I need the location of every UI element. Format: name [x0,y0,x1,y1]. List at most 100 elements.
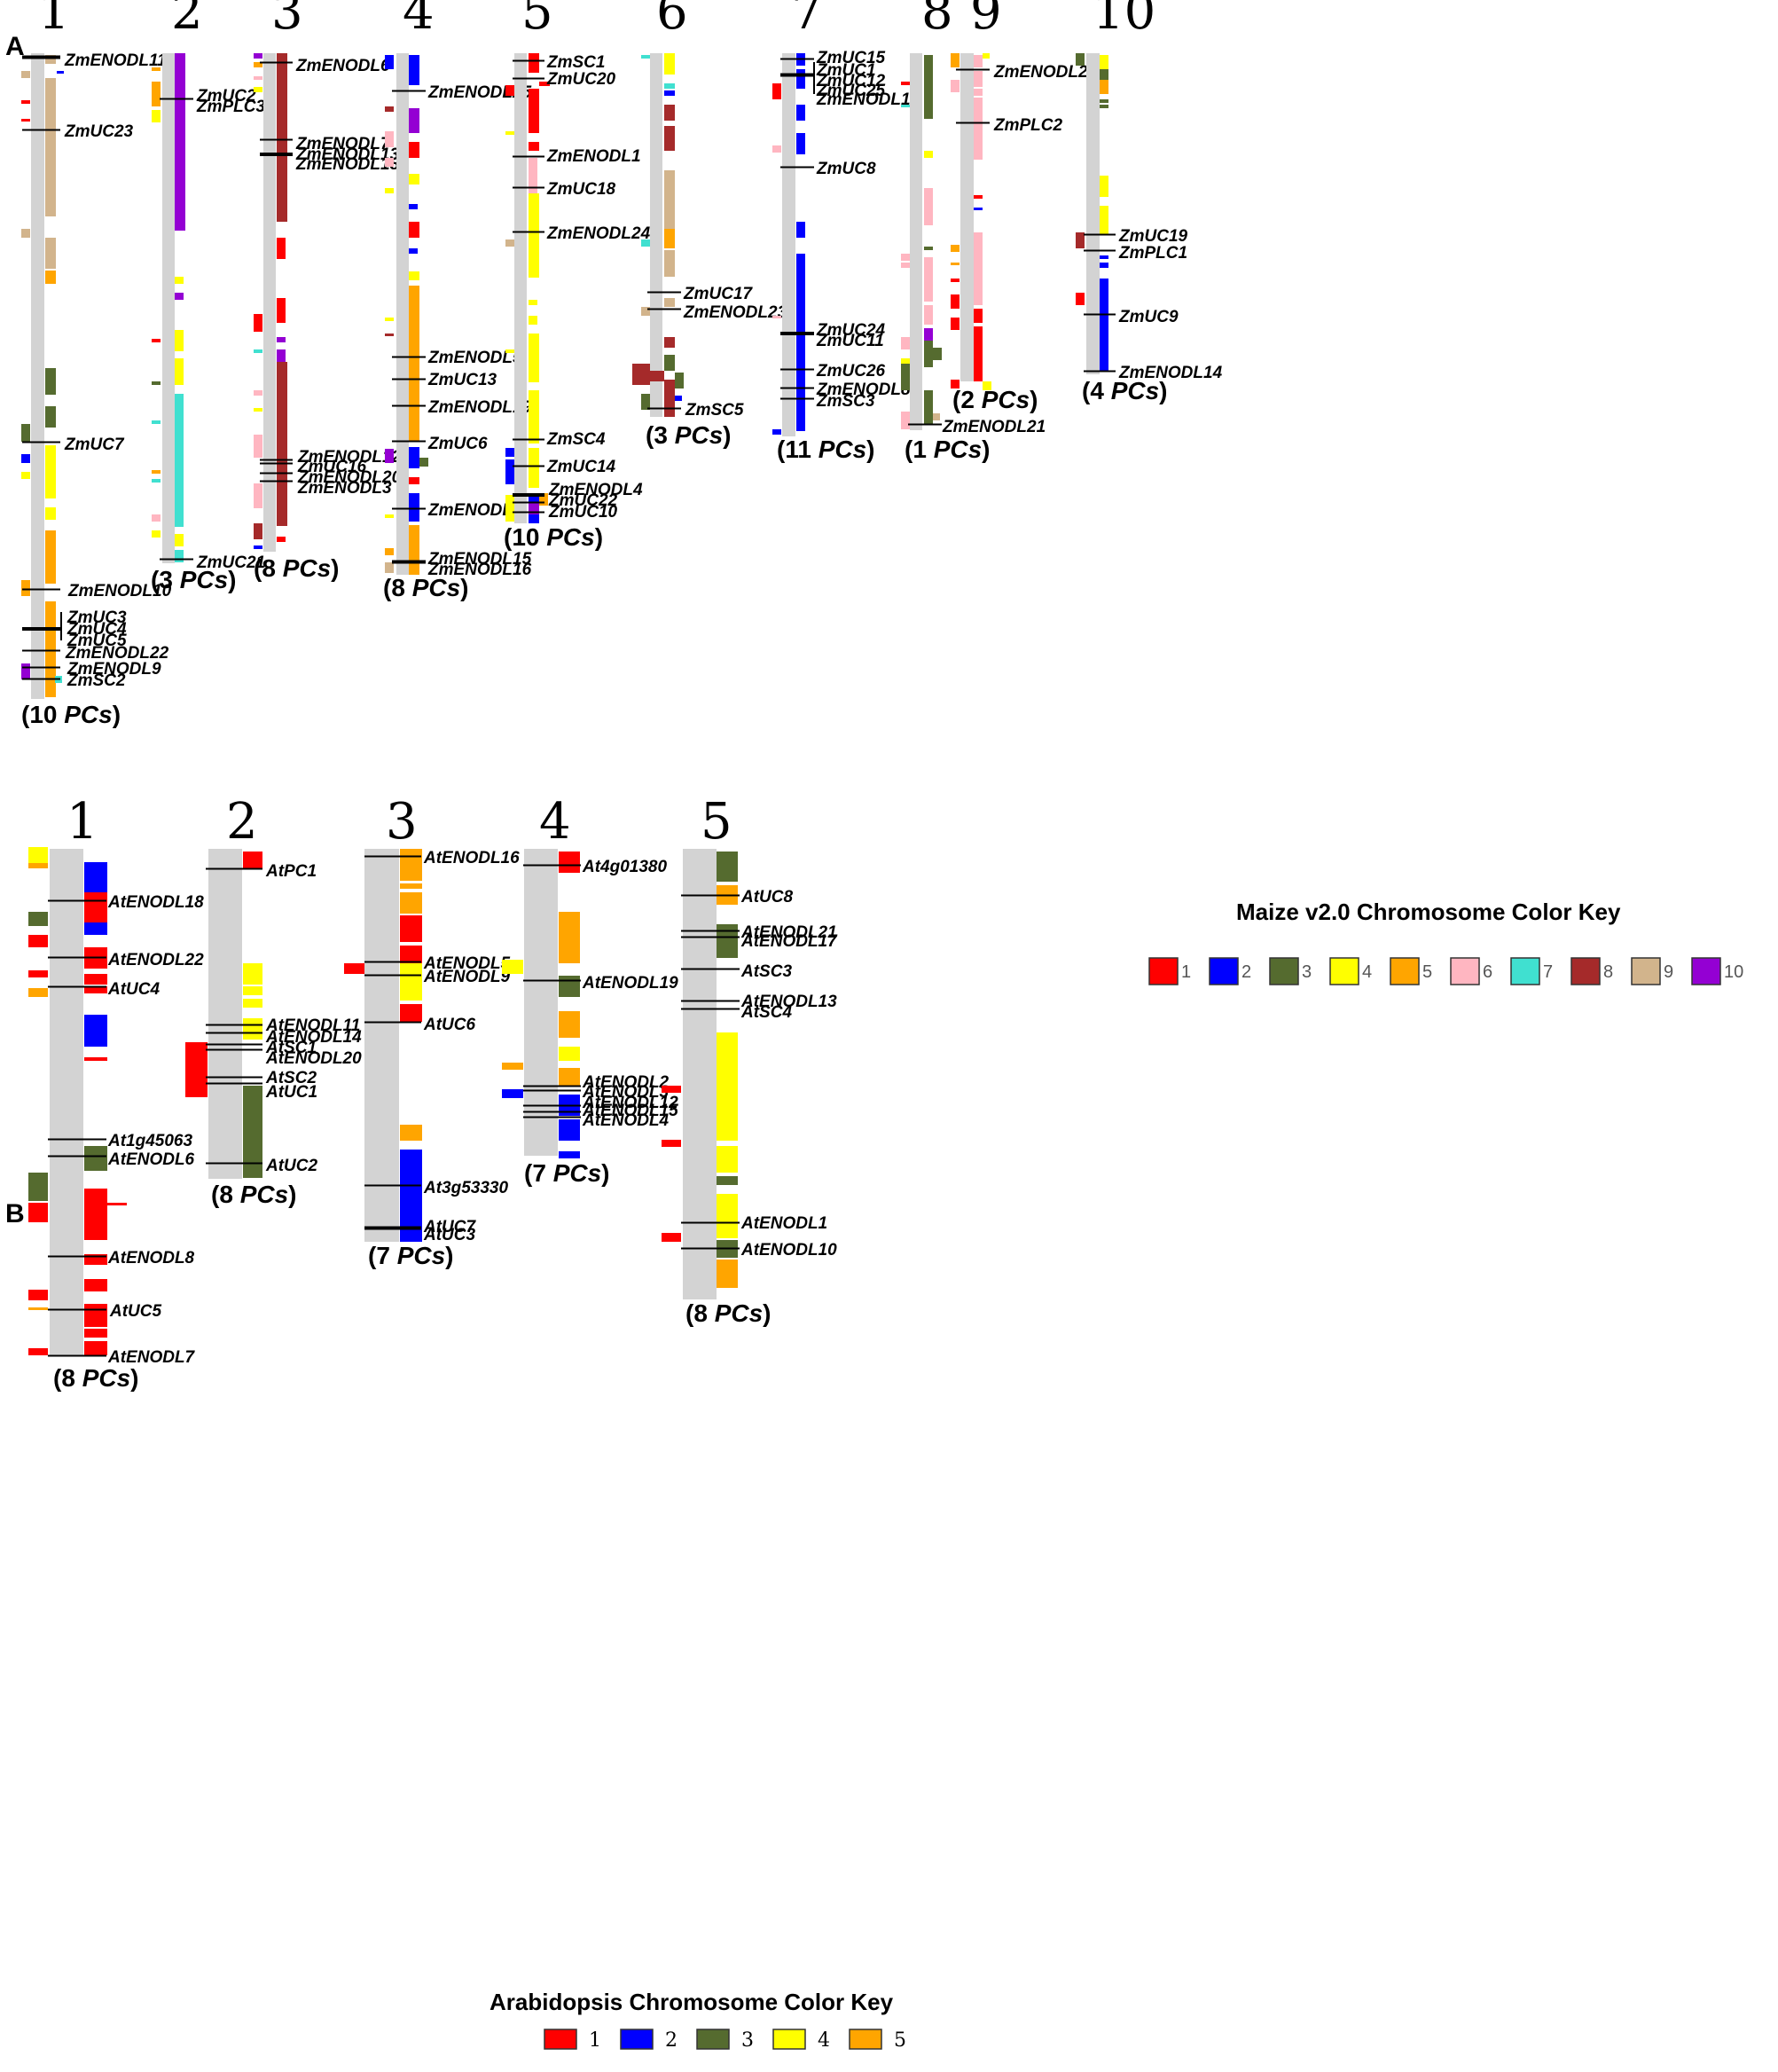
arabidopsis-gene-label: AtENODL13 [740,993,837,1011]
maize-synteny-block [974,55,983,67]
maize-gene-label: ZmUC7 [64,436,125,454]
arabidopsis-chromosome-number: 1 [67,793,98,851]
arabidopsis-synteny-block [243,1018,262,1040]
arabidopsis-key-swatch [696,2029,730,2050]
maize-synteny-block [385,548,394,555]
arabidopsis-synteny-block [662,1140,681,1147]
arabidopsis-gene-label: AtUC8 [740,888,793,906]
arabidopsis-key-label: 1 [589,2029,601,2052]
maize-synteny-block [21,454,30,463]
maize-gene-label: ZmUC19 [1118,227,1188,246]
maize-key-label: 3 [1302,962,1312,982]
maize-key-label: 2 [1241,962,1251,982]
arabidopsis-synteny-block [28,1348,48,1355]
maize-synteny-block [1100,176,1108,197]
arabidopsis-synteny-block [717,1032,738,1141]
maize-synteny-block [796,133,805,154]
maize-gene-label: ZmUC13 [427,371,497,389]
maize-synteny-block [974,195,983,199]
maize-chromosome-bar [263,53,276,552]
maize-gene-label: ZmENODL21 [942,418,1046,436]
arabidopsis-synteny-block [243,1086,262,1178]
maize-synteny-block [385,334,394,336]
maize-chromosome-bar [396,53,409,575]
maize-synteny-block [529,334,539,382]
maize-gene-label: ZmENODL3 [297,479,392,498]
arabidopsis-gene-label: AtUC4 [107,980,160,999]
maize-chromosome-bar [514,53,527,523]
arabidopsis-gene-label: At1g45063 [107,1132,192,1150]
maize-synteny-block [529,448,539,488]
maize-synteny-block [254,349,262,353]
maize-synteny-block [664,298,675,307]
arabidopsis-synteny-block [243,852,262,869]
maize-gene-label: ZmUC22 [548,491,618,510]
maize-key-swatch [1450,957,1480,985]
maize-chromosome-bar [782,53,795,436]
maize-gene-label: ZmUC16 [297,458,367,476]
arabidopsis-synteny-block [559,1011,580,1038]
arabidopsis-chromosome-number: 2 [226,793,258,851]
arabidopsis-key-label: 4 [818,2029,830,2052]
maize-chromosome-bar [960,53,974,381]
maize-synteny-block [152,470,161,474]
arabidopsis-synteny-block [502,1063,523,1070]
arabidopsis-gene-label: AtENODL11 [265,1016,360,1035]
arabidopsis-chromosome-bar [524,849,558,1156]
arabidopsis-synteny-block [28,988,48,997]
maize-synteny-block [1100,105,1108,108]
arabidopsis-synteny-block [84,1304,107,1327]
maize-synteny-block [505,495,514,522]
maize-pc-count: (4 PCs) [1082,377,1167,404]
arabidopsis-synteny-block [559,1151,580,1158]
maize-synteny-block [45,271,56,284]
arabidopsis-key-title: Arabidopsis Chromosome Color Key [490,1989,894,2015]
maize-synteny-block [175,394,184,527]
maize-synteny-block [254,523,262,539]
maize-gene-label: ZmUC14 [546,458,616,476]
maize-gene-label: ZmUC6 [427,435,488,453]
maize-gene-label: ZmENODL18 [295,155,400,174]
arabidopsis-pc-count: (8 PCs) [685,1299,771,1327]
maize-gene-label: ZmENODL19 [427,398,532,417]
maize-key-label: 6 [1483,962,1492,982]
arabidopsis-gene-label: AtENODL22 [107,951,204,969]
maize-synteny-block [974,71,983,87]
maize-synteny-block [409,174,419,184]
maize-synteny-block [21,472,30,479]
arabidopsis-gene-label: AtENODL9 [423,968,511,986]
maize-pc-count: (3 PCs) [151,566,236,593]
maize-synteny-block [409,248,418,254]
maize-synteny-block [901,337,910,349]
maize-synteny-block [254,87,262,92]
maize-color-key: Maize v2.0 Chromosome Color Key 1 2 3 4 5 6 7 8… [1148,899,1743,985]
maize-synteny-block [933,413,940,420]
maize-chromosome-bar [31,53,44,699]
maize-synteny-block [21,663,30,679]
arabidopsis-synteny-block [400,849,422,881]
maize-synteny-block [951,80,959,92]
maize-synteny-block [175,534,184,546]
arabidopsis-synteny-block [84,1189,107,1240]
panel-a-label: A [5,32,25,61]
maize-pc-count: (11 PCs) [777,436,875,463]
arabidopsis-synteny-block [559,1047,580,1061]
arabidopsis-gene-label: AtENODL18 [107,893,204,912]
maize-key-swatch [1631,957,1661,985]
arabidopsis-gene-label: AtUC6 [423,1016,475,1034]
maize-synteny-block [1100,99,1108,103]
maize-synteny-block [254,390,262,396]
maize-synteny-block [664,105,675,121]
maize-synteny-block [505,459,514,484]
maize-synteny-block [45,368,56,395]
maize-gene-label: ZmUC1 [816,61,876,80]
arabidopsis-chromosomes: 1 AtENODL18 AtENODL22 AtUC4 At1g45063 AtENODL… [28,793,838,1392]
maize-gene-label: ZmENODL1 [546,147,641,166]
maize-gene-label: ZmENODL4 [548,481,643,499]
arabidopsis-synteny-block [28,970,48,977]
maize-synteny-block [539,493,548,506]
arabidopsis-chromosome-bar [50,849,83,1356]
maize-gene-label: ZmENODL5 [427,349,522,367]
maize-synteny-block [539,82,550,86]
